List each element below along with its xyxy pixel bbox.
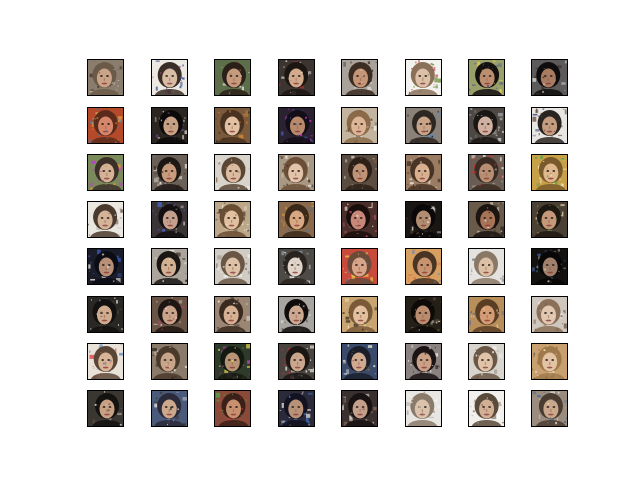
- face-sample-7-4: [278, 343, 315, 380]
- face-sample-3-7: [468, 154, 505, 191]
- face-sample-3-5: [341, 154, 378, 191]
- face-sample-5-1: [87, 248, 124, 285]
- face-sample-4-2: [151, 201, 188, 238]
- face-sample-1-8: [531, 59, 568, 96]
- face-sample-2-6: [405, 107, 442, 144]
- face-sample-1-4: [278, 59, 315, 96]
- face-sample-4-6: [405, 201, 442, 238]
- face-sample-8-6: [405, 390, 442, 427]
- face-sample-5-2: [151, 248, 188, 285]
- face-sample-2-1: [87, 107, 124, 144]
- face-sample-2-7: [468, 107, 505, 144]
- face-sample-7-8: [531, 343, 568, 380]
- face-sample-2-5: [341, 107, 378, 144]
- face-sample-8-4: [278, 390, 315, 427]
- face-sample-7-1: [87, 343, 124, 380]
- face-sample-4-7: [468, 201, 505, 238]
- face-sample-8-7: [468, 390, 505, 427]
- face-sample-8-1: [87, 390, 124, 427]
- face-sample-5-5: [341, 248, 378, 285]
- face-sample-3-2: [151, 154, 188, 191]
- face-sample-4-1: [87, 201, 124, 238]
- face-sample-6-2: [151, 296, 188, 333]
- face-sample-2-8: [531, 107, 568, 144]
- face-sample-8-3: [214, 390, 251, 427]
- face-sample-3-6: [405, 154, 442, 191]
- face-sample-8-5: [341, 390, 378, 427]
- face-sample-5-8: [531, 248, 568, 285]
- face-sample-7-2: [151, 343, 188, 380]
- face-sample-3-1: [87, 154, 124, 191]
- face-sample-4-4: [278, 201, 315, 238]
- face-sample-6-1: [87, 296, 124, 333]
- face-sample-5-3: [214, 248, 251, 285]
- face-sample-6-8: [531, 296, 568, 333]
- face-sample-1-2: [151, 59, 188, 96]
- face-sample-8-8: [531, 390, 568, 427]
- face-sample-1-5: [341, 59, 378, 96]
- face-sample-3-8: [531, 154, 568, 191]
- face-sample-6-5: [341, 296, 378, 333]
- face-sample-1-1: [87, 59, 124, 96]
- face-sample-4-3: [214, 201, 251, 238]
- face-sample-1-7: [468, 59, 505, 96]
- face-sample-2-4: [278, 107, 315, 144]
- face-sample-5-7: [468, 248, 505, 285]
- face-sample-2-3: [214, 107, 251, 144]
- face-sample-4-5: [341, 201, 378, 238]
- face-sample-3-3: [214, 154, 251, 191]
- face-sample-2-2: [151, 107, 188, 144]
- face-sample-6-3: [214, 296, 251, 333]
- face-sample-8-2: [151, 390, 188, 427]
- face-sample-7-7: [468, 343, 505, 380]
- face-sample-6-7: [468, 296, 505, 333]
- face-sample-1-3: [214, 59, 251, 96]
- face-sample-3-4: [278, 154, 315, 191]
- face-sample-7-6: [405, 343, 442, 380]
- face-sample-5-4: [278, 248, 315, 285]
- face-sample-5-6: [405, 248, 442, 285]
- face-sample-7-3: [214, 343, 251, 380]
- face-sample-6-6: [405, 296, 442, 333]
- face-sample-4-8: [531, 201, 568, 238]
- face-sample-1-6: [405, 59, 442, 96]
- face-sample-7-5: [341, 343, 378, 380]
- face-sample-6-4: [278, 296, 315, 333]
